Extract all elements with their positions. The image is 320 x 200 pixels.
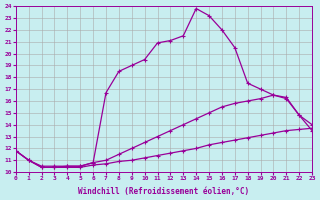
X-axis label: Windchill (Refroidissement éolien,°C): Windchill (Refroidissement éolien,°C)	[78, 187, 250, 196]
